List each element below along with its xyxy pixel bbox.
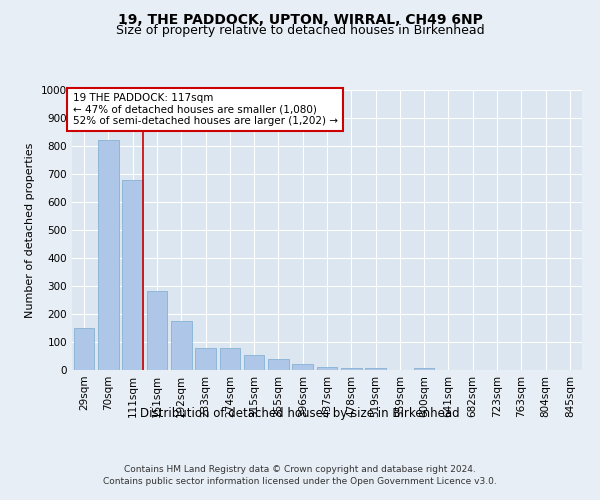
Text: Contains HM Land Registry data © Crown copyright and database right 2024.: Contains HM Land Registry data © Crown c… (124, 465, 476, 474)
Text: 19, THE PADDOCK, UPTON, WIRRAL, CH49 6NP: 19, THE PADDOCK, UPTON, WIRRAL, CH49 6NP (118, 12, 482, 26)
Text: Distribution of detached houses by size in Birkenhead: Distribution of detached houses by size … (140, 408, 460, 420)
Bar (268, 359, 289, 370)
Bar (317, 366, 337, 370)
Bar (292, 364, 313, 370)
Bar (414, 368, 434, 370)
Y-axis label: Number of detached properties: Number of detached properties (25, 142, 35, 318)
Bar (171, 321, 191, 370)
Bar (195, 348, 216, 370)
Bar (341, 368, 362, 370)
Bar (146, 291, 167, 370)
Text: Contains public sector information licensed under the Open Government Licence v3: Contains public sector information licen… (103, 478, 497, 486)
Bar (74, 328, 94, 370)
Bar (244, 354, 265, 370)
Bar (220, 348, 240, 370)
Bar (98, 140, 119, 370)
Text: 19 THE PADDOCK: 117sqm
← 47% of detached houses are smaller (1,080)
52% of semi-: 19 THE PADDOCK: 117sqm ← 47% of detached… (73, 93, 338, 126)
Text: Size of property relative to detached houses in Birkenhead: Size of property relative to detached ho… (116, 24, 484, 37)
Bar (365, 368, 386, 370)
Bar (122, 180, 143, 370)
